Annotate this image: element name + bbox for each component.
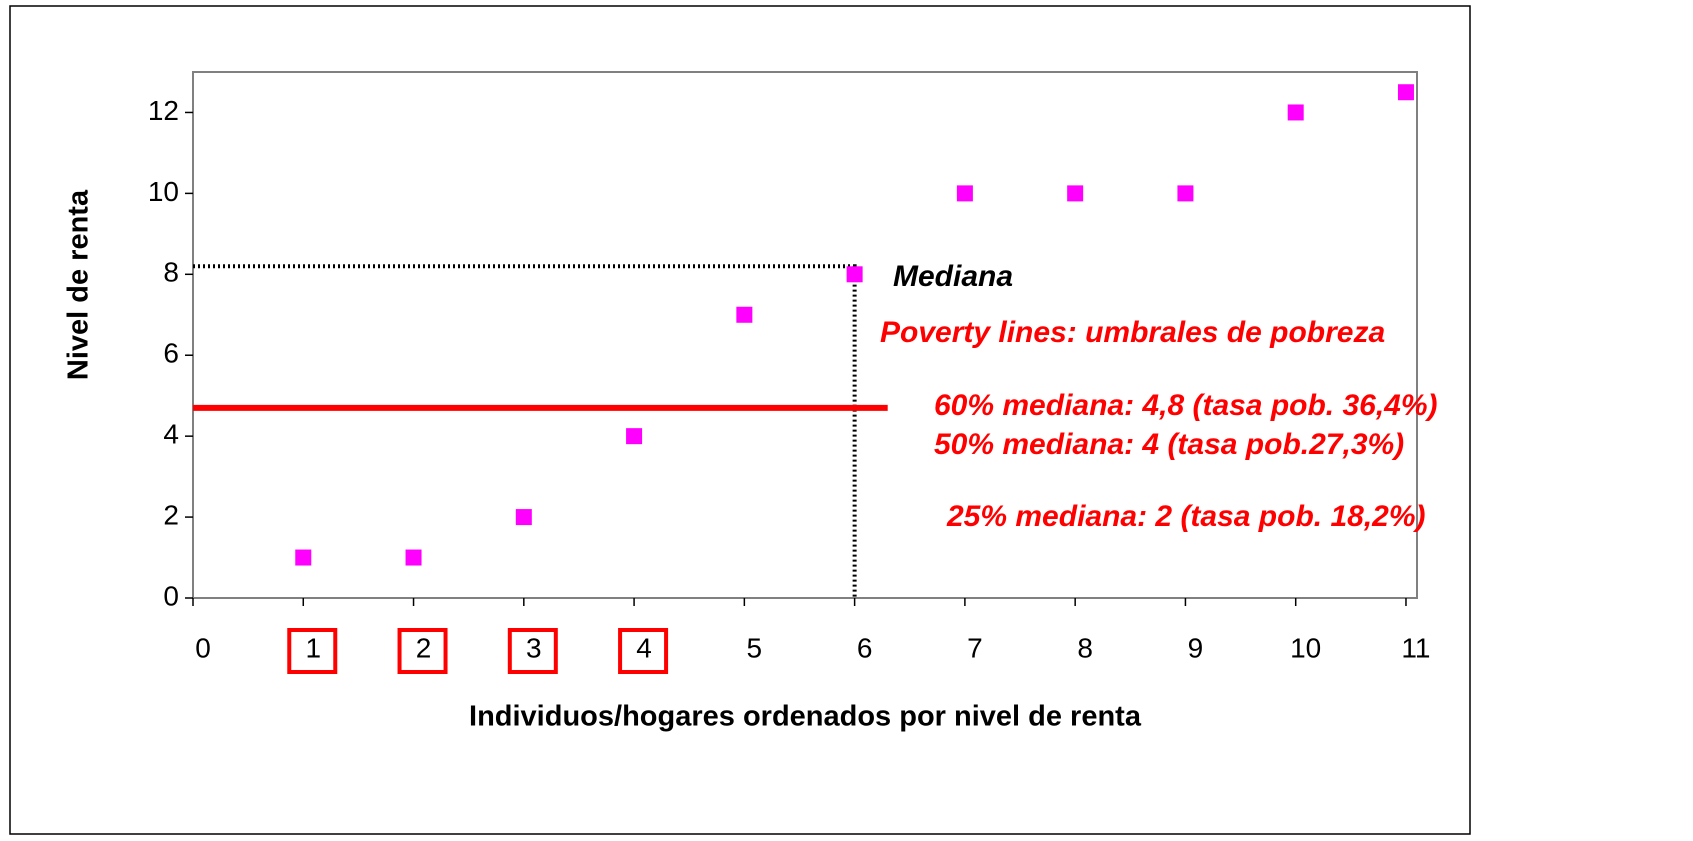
x-tick-label: 11 <box>1401 632 1430 663</box>
median-guide <box>193 264 857 598</box>
point <box>1397 84 1414 101</box>
y-axis-label: Nivel de renta <box>63 189 95 380</box>
x-axis-label: Individuos/hogares ordenados por nivel d… <box>469 701 1142 733</box>
y-tick-label: 4 <box>163 419 179 450</box>
x-tick-label: 4 <box>636 632 652 663</box>
y-tick-label: 0 <box>163 580 179 611</box>
y-tick-label: 10 <box>148 176 179 207</box>
x-tick-label: 7 <box>967 632 983 663</box>
tick-highlight-box <box>287 628 338 674</box>
annotation: 25% mediana: 2 (tasa pob. 18,2%) <box>946 500 1426 533</box>
y-tick-label: 2 <box>163 499 179 530</box>
tick-highlight-box <box>618 628 669 674</box>
annotation: 50% mediana: 4 (tasa pob.27,3%) <box>934 428 1404 461</box>
x-tick-label: 5 <box>747 632 763 663</box>
y-tick-label: 8 <box>163 257 179 288</box>
x-tick-label: 2 <box>416 632 432 663</box>
x-tick-label: 0 <box>195 632 211 663</box>
x-tick-label: 3 <box>526 632 542 663</box>
x-tick-label: 1 <box>305 632 321 663</box>
point <box>626 428 643 445</box>
point <box>846 266 863 283</box>
tick-highlight-box <box>507 628 558 674</box>
annotation: Mediana <box>893 260 1013 293</box>
chart-border <box>9 5 1471 835</box>
point <box>956 185 973 202</box>
annotation: Poverty lines: umbrales de pobreza <box>880 316 1385 349</box>
x-tick-label: 8 <box>1077 632 1093 663</box>
x-tick-label: 9 <box>1188 632 1204 663</box>
point <box>736 306 753 323</box>
point <box>1287 104 1304 121</box>
x-tick-label: 6 <box>857 632 873 663</box>
point <box>405 549 422 566</box>
annotation: 60% mediana: 4,8 (tasa pob. 36,4%) <box>934 389 1438 422</box>
y-tick-label: 6 <box>163 338 179 369</box>
point <box>295 549 312 566</box>
plot-area <box>192 71 1418 599</box>
point <box>1177 185 1194 202</box>
point <box>515 509 532 526</box>
y-tick-label: 12 <box>148 95 179 126</box>
tick-highlight-box <box>397 628 448 674</box>
point <box>1067 185 1084 202</box>
x-tick-label: 10 <box>1290 632 1321 663</box>
